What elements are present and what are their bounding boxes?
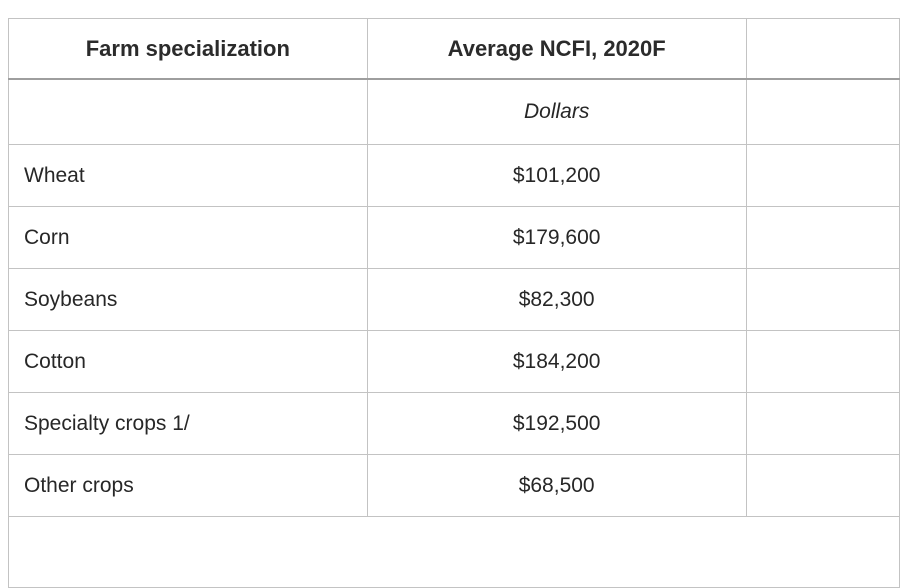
footnote-row bbox=[8, 516, 900, 588]
page: { "colors": { "border": "#c3c3c3", "head… bbox=[8, 18, 900, 588]
empty-cell bbox=[745, 330, 900, 393]
table-row: Specialty crops 1/ $192,500 bbox=[8, 392, 900, 455]
footnote-cell bbox=[8, 516, 900, 588]
empty-cell bbox=[745, 144, 900, 207]
farm-label: Wheat bbox=[8, 144, 368, 207]
units-label: Dollars bbox=[366, 78, 747, 145]
units-row: Dollars bbox=[8, 78, 900, 145]
ncfi-value: $68,500 bbox=[366, 454, 747, 517]
farm-label: Other crops bbox=[8, 454, 368, 517]
ncfi-value: $184,200 bbox=[366, 330, 747, 393]
ncfi-value: $101,200 bbox=[366, 144, 747, 207]
empty-cell bbox=[745, 206, 900, 269]
empty-cell bbox=[745, 454, 900, 517]
table-row: Corn $179,600 bbox=[8, 206, 900, 269]
farm-label: Cotton bbox=[8, 330, 368, 393]
table-header-row: Farm specialization Average NCFI, 2020F bbox=[8, 18, 900, 80]
farm-label: Soybeans bbox=[8, 268, 368, 331]
empty-cell bbox=[745, 268, 900, 331]
empty-cell bbox=[745, 392, 900, 455]
units-extra-cell bbox=[745, 78, 900, 145]
ncfi-value: $82,300 bbox=[366, 268, 747, 331]
units-empty-cell bbox=[8, 78, 368, 145]
table-row: Other crops $68,500 bbox=[8, 454, 900, 517]
table-row: Cotton $184,200 bbox=[8, 330, 900, 393]
col-header-farm-specialization: Farm specialization bbox=[8, 18, 368, 80]
ncfi-table-container: Farm specialization Average NCFI, 2020F … bbox=[8, 18, 900, 588]
farm-ncfi-table: Farm specialization Average NCFI, 2020F … bbox=[8, 18, 900, 588]
farm-label: Corn bbox=[8, 206, 368, 269]
ncfi-value: $192,500 bbox=[366, 392, 747, 455]
table-row: Soybeans $82,300 bbox=[8, 268, 900, 331]
ncfi-value: $179,600 bbox=[366, 206, 747, 269]
col-header-extra bbox=[745, 18, 900, 80]
col-header-average-ncfi: Average NCFI, 2020F bbox=[366, 18, 747, 80]
farm-label: Specialty crops 1/ bbox=[8, 392, 368, 455]
table-row: Wheat $101,200 bbox=[8, 144, 900, 207]
